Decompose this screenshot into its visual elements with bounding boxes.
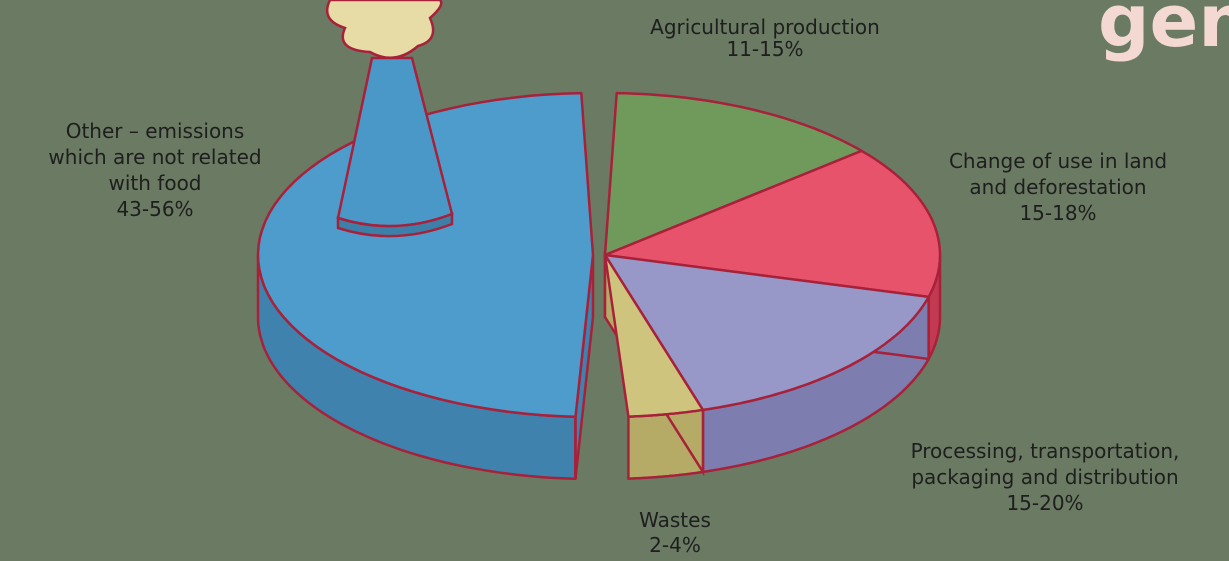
- label-processing: Processing, transportation, packaging an…: [911, 439, 1180, 515]
- slice-top: [603, 253, 705, 418]
- label-other: Other – emissions which are not related …: [48, 119, 261, 221]
- label-wastes: Wastes 2-4%: [639, 508, 711, 557]
- slice-label: Other – emissions: [66, 119, 245, 143]
- label-land-use: Change of use in land and deforestation …: [949, 149, 1167, 225]
- slice-label: Processing, transportation,: [911, 439, 1180, 463]
- slice-top: [603, 91, 863, 257]
- slice-top: [256, 91, 595, 419]
- title-fragment: gen: [1098, 0, 1229, 63]
- slice-label: which are not related: [48, 145, 261, 169]
- label-agricultural: Agricultural production 11-15%: [650, 15, 880, 61]
- slice-label: Wastes: [639, 508, 711, 532]
- slice-range: 43-56%: [116, 197, 193, 221]
- slice-top: [603, 149, 942, 299]
- slice-range: 2-4%: [649, 533, 701, 557]
- slice-range: 11-15%: [726, 37, 803, 61]
- slice-label: and deforestation: [969, 175, 1146, 199]
- chimney: [325, 0, 454, 238]
- slice-label: with food: [109, 171, 202, 195]
- slice-range: 15-18%: [1019, 201, 1096, 225]
- slice-range: 15-20%: [1006, 491, 1083, 515]
- pie: [256, 91, 942, 481]
- slice-top: [603, 253, 930, 412]
- slice-label: Agricultural production: [650, 15, 880, 39]
- slice-label: packaging and distribution: [911, 465, 1178, 489]
- slice-label: Change of use in land: [949, 149, 1167, 173]
